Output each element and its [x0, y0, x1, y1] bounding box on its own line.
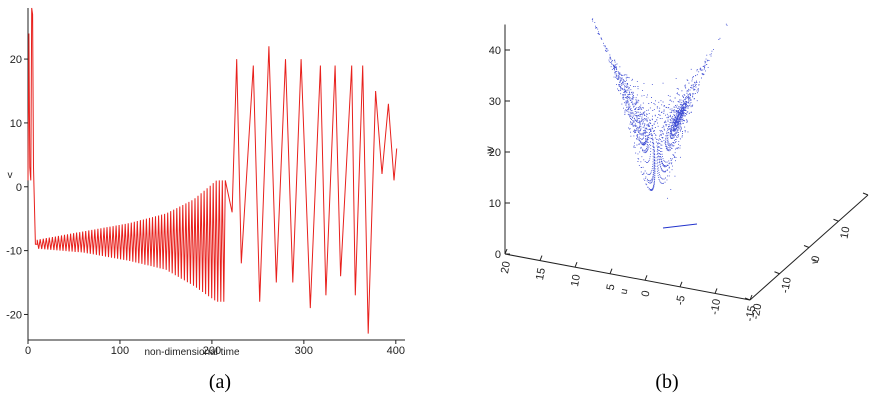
u-tick-label: 0 — [640, 290, 653, 298]
u-tick-label: 20 — [499, 260, 513, 274]
x-tick-label: 300 — [295, 345, 313, 357]
u-tick-mark — [714, 288, 718, 294]
x-axis-label: non-dimensional time — [144, 347, 239, 358]
u-tick-label: -10 — [709, 298, 724, 316]
v-tick-mark — [833, 218, 839, 222]
series-line — [27, 7, 398, 334]
u-tick-mark — [539, 255, 543, 261]
y-axis-label: v — [8, 170, 13, 181]
v-tick-label: 10 — [839, 226, 853, 240]
x-tick-label: 0 — [25, 345, 31, 357]
caption-a: (a) — [209, 371, 231, 393]
y-tick-label: 20 — [10, 54, 22, 66]
y-tick-label: 10 — [10, 118, 22, 130]
w-tick-label: 10 — [489, 198, 501, 210]
y-tick-label: -20 — [6, 309, 22, 321]
attractor-points — [591, 18, 728, 229]
u-tick-mark — [644, 275, 648, 281]
v-tick-mark — [803, 245, 810, 248]
w-tick-label: 20 — [489, 147, 501, 159]
y-tick-label: 0 — [16, 182, 22, 194]
v-tick-mark — [862, 192, 869, 196]
caption-b: (b) — [655, 371, 678, 393]
x-tick-label: 200 — [203, 345, 221, 357]
u-axis-label: u — [619, 288, 631, 295]
v-tick-mark — [774, 271, 780, 275]
v-tick-label: -20 — [750, 303, 765, 321]
u-tick-mark — [609, 268, 613, 274]
y-tick-label: -10 — [6, 246, 22, 258]
u-tick-mark — [504, 248, 508, 255]
u-tick-mark — [749, 294, 753, 301]
u-tick-label: 5 — [605, 283, 618, 291]
u-tick-mark — [679, 281, 683, 288]
v-axis-label: v — [810, 258, 822, 265]
attractor-dots — [591, 18, 728, 199]
u-tick-label: 10 — [569, 274, 583, 288]
v-tick-mark — [744, 297, 751, 301]
x-tick-label: 100 — [111, 345, 129, 357]
transient-segment — [662, 223, 698, 229]
z-axis-label: w — [485, 146, 496, 155]
u-tick-label: 15 — [534, 267, 548, 281]
v-tick-label: -10 — [779, 276, 794, 294]
w-tick-label: 30 — [489, 96, 501, 108]
u-tick-mark — [574, 261, 578, 268]
u-tick-label: -5 — [674, 294, 688, 306]
x-tick-label: 400 — [387, 345, 405, 357]
u-axis-line — [504, 253, 751, 301]
v-tick-label: 0 — [810, 255, 823, 263]
w-tick-label: 40 — [489, 45, 501, 57]
u-tick-label: -15 — [744, 305, 759, 323]
w-tick-label: 0 — [495, 249, 501, 261]
